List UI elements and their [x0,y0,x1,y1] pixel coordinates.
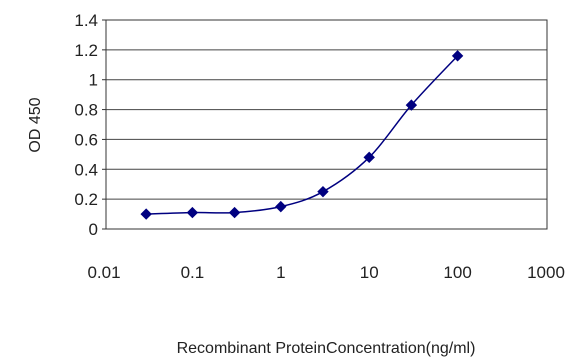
data-point [317,185,329,198]
y-axis-title: OD 450 [27,97,44,152]
y-tick-label: 1.2 [74,41,98,60]
data-point [186,206,199,219]
x-axis-title: Recombinant ProteinConcentration(ng/ml) [177,340,476,357]
y-tick-label: 0.2 [74,190,98,209]
data-point [363,151,375,164]
x-tick-label: 0.1 [181,263,205,282]
data-point [228,206,241,219]
y-tick-label: 0 [89,220,98,239]
y-tick-label: 1 [89,71,98,90]
y-tick-labels: 0 0.2 0.4 0.6 0.8 1 1.2 1.4 [74,11,98,239]
x-tick-labels: 0.01 0.1 1 10 100 1000 [87,263,564,282]
x-tick-label: 10 [360,263,379,282]
y-tick-label: 0.8 [74,101,98,120]
x-tick-label: 100 [443,263,471,282]
data-point [140,208,152,220]
plot-frame [105,19,548,230]
grid-layer [102,19,547,230]
x-tick-label: 1 [276,263,285,282]
y-tick-label: 0.6 [74,130,98,149]
data-point [451,50,464,62]
series-layer [140,50,464,220]
y-tick-label: 0.4 [74,160,98,179]
data-point [405,99,418,111]
data-point [275,200,287,213]
x-tick-label: 0.01 [87,263,120,282]
y-tick-label: 1.4 [74,11,98,30]
x-tick-label: 1000 [527,263,565,282]
